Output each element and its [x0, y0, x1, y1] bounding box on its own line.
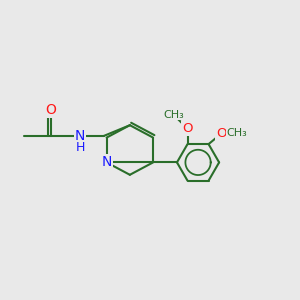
Text: CH₃: CH₃ — [226, 128, 247, 138]
Text: N: N — [101, 155, 112, 170]
Text: CH₃: CH₃ — [163, 110, 184, 120]
Text: O: O — [216, 127, 227, 140]
Text: O: O — [182, 122, 193, 135]
Text: H: H — [76, 141, 85, 154]
Text: N: N — [75, 129, 86, 143]
Text: O: O — [45, 103, 56, 117]
